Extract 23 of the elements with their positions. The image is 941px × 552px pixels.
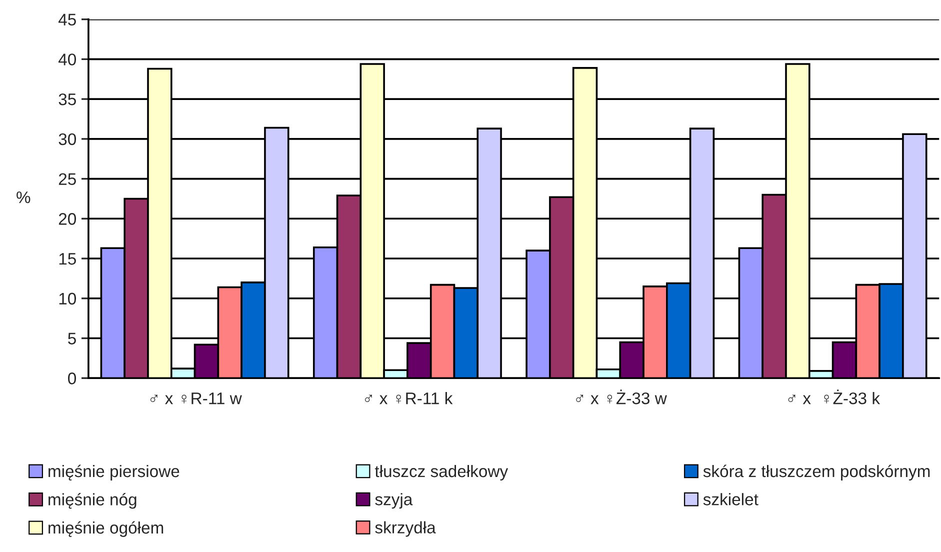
y-axis-title: % bbox=[16, 191, 30, 204]
y-tick-label: 20 bbox=[58, 213, 76, 225]
y-tick-label: 30 bbox=[58, 133, 76, 146]
y-tick-label: 45 bbox=[58, 14, 76, 26]
legend-label: szkielet bbox=[703, 493, 758, 506]
legend-label: mięśnie ogółem bbox=[48, 521, 164, 537]
legend-label: mięśnie nóg bbox=[48, 493, 136, 509]
x-tick-label: ♂ x ♀Ż-33 w bbox=[576, 390, 667, 404]
legend-label: skrzydła bbox=[375, 521, 436, 537]
y-tick-label: 40 bbox=[58, 54, 76, 66]
y-tick-label: 0 bbox=[68, 372, 76, 384]
legend-label: szyja bbox=[375, 493, 413, 509]
legend-label: tłuszcz sadełkowy bbox=[374, 464, 508, 480]
x-tick-label: ♂ x ♀R-11 k bbox=[364, 392, 453, 404]
x-tick-label: ♂ x ♀Ż-33 k bbox=[788, 390, 880, 404]
y-tick-label: 35 bbox=[58, 93, 76, 106]
y-tick-label: 15 bbox=[59, 253, 76, 265]
legend-label: skóra z tłuszczem podskórnym bbox=[703, 464, 930, 480]
x-tick-label: ♂ x ♀R-11 w bbox=[150, 392, 242, 404]
y-tick-label: 10 bbox=[59, 292, 76, 305]
legend-label: mięśnie piersiowe bbox=[48, 464, 180, 481]
y-tick-label: 25 bbox=[58, 173, 76, 185]
y-tick-label: 5 bbox=[68, 332, 76, 344]
